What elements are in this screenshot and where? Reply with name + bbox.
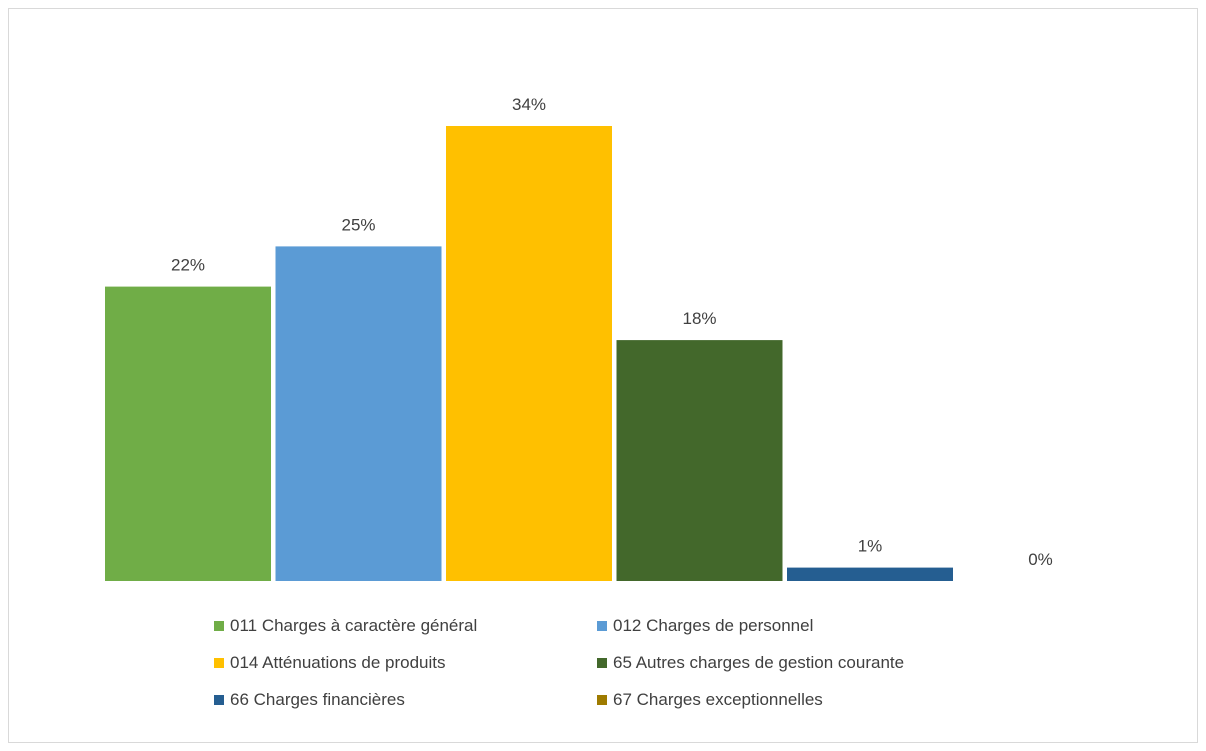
legend-item-5: 66 Charges financières [214,686,597,713]
legend-label: 014 Atténuations de produits [230,652,446,672]
legend-item-6: 67 Charges exceptionnelles [597,686,1074,713]
data-label-3: 34% [512,95,546,114]
data-label-4: 18% [682,309,716,328]
legend-label: 012 Charges de personnel [613,615,814,635]
legend-swatch [214,657,224,668]
legend-item-4: 65 Autres charges de gestion courante [597,649,1074,676]
bars-group [105,126,953,581]
legend-swatch [214,694,224,705]
data-label-2: 25% [341,215,375,234]
bar-3 [446,126,612,581]
legend-swatch [597,620,607,631]
data-labels-group: 22% 25% 34% 18% 1% 0% [171,95,1053,569]
chart-legend: 011 Charges à caractère général 012 Charg… [214,612,1074,713]
legend-item-1: 011 Charges à caractère général [214,612,597,639]
bar-1 [105,286,271,581]
legend-label: 66 Charges financières [230,689,405,709]
legend-item-2: 012 Charges de personnel [597,612,1074,639]
legend-swatch [597,657,607,668]
data-label-5: 1% [858,537,883,556]
bar-4 [616,340,783,581]
legend-item-3: 014 Atténuations de produits [214,649,597,676]
bar-chart-plot: 22% 25% 34% 18% 1% 0% [105,95,1053,581]
legend-label: 67 Charges exceptionnelles [613,689,823,709]
legend-label: 011 Charges à caractère général [230,615,478,635]
legend-swatch [214,620,224,631]
bar-5 [787,567,953,581]
data-label-1: 22% [171,256,205,275]
data-label-6: 0% [1028,550,1053,569]
legend-swatch [597,694,607,705]
bar-2 [275,246,442,581]
legend-label: 65 Autres charges de gestion courante [613,652,905,672]
